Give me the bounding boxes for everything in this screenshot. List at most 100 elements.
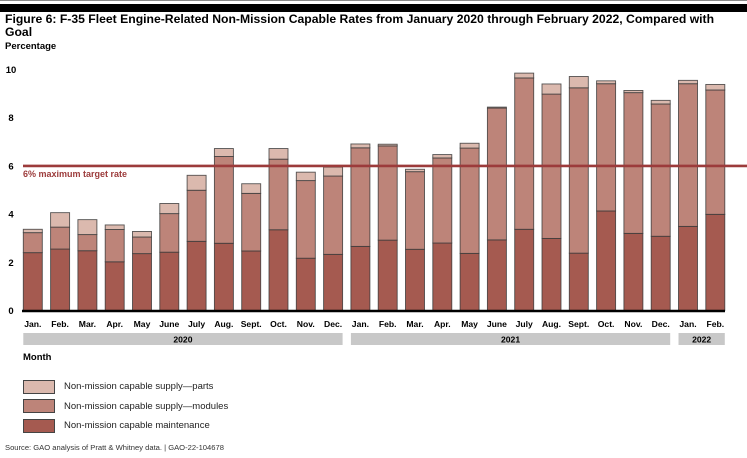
bar-stack (405, 168, 425, 311)
bar-segment-parts (268, 148, 289, 160)
bar-segment-modules (22, 232, 43, 254)
x-tick-label: Sept. (241, 319, 262, 329)
bar-segment-maintenance (104, 261, 125, 311)
y-tick-label: 2 (8, 258, 13, 269)
bar-segment-modules (705, 89, 726, 215)
x-tick-label: Dec. (324, 319, 342, 329)
bar-segment-modules (104, 229, 125, 263)
x-axis-label: Month (23, 352, 52, 363)
bar-segment-maintenance (186, 240, 207, 311)
bar-segment-parts (295, 171, 316, 182)
bar-segment-maintenance (432, 242, 453, 311)
bar-segment-modules (350, 147, 371, 247)
x-tick-label: June (487, 319, 507, 329)
bar-stack (678, 79, 698, 311)
bar-segment-modules (213, 156, 234, 244)
bar-segment-maintenance (77, 250, 98, 311)
x-tick-label: Jan. (679, 319, 696, 329)
x-tick-label: Nov. (624, 319, 642, 329)
bar-segment-parts (623, 90, 644, 94)
bar-segment-parts (186, 174, 207, 191)
year-band (350, 333, 671, 345)
x-tick-label: Dec. (652, 319, 670, 329)
bar-segment-maintenance (650, 235, 671, 311)
bar-segment-maintenance (459, 252, 480, 311)
bar-segment-modules (377, 145, 398, 241)
bar-segment-parts (323, 166, 344, 177)
bar-segment-parts (241, 183, 262, 194)
bar-segment-modules (650, 103, 671, 237)
bar-segment-maintenance (486, 239, 507, 311)
y-tick-label: 10 (6, 65, 17, 76)
bar-segment-parts (22, 228, 43, 234)
bar-segment-parts (705, 83, 726, 91)
bar-segment-modules (132, 236, 152, 255)
bar-segment-modules (623, 92, 644, 234)
legend-label: Non-mission capable supply—parts (64, 381, 214, 393)
y-tick-label: 0 (8, 306, 13, 317)
figure-title: Figure 6: F-35 Fleet Engine-Related Non-… (5, 12, 715, 39)
legend-label: Non-mission capable maintenance (64, 420, 210, 432)
x-tick-label: Oct. (270, 319, 287, 329)
bar-stack (104, 224, 125, 311)
bar-segment-parts (650, 99, 671, 105)
bar-segment-parts (459, 142, 480, 149)
bar-segment-parts (132, 231, 152, 238)
bar-stack (541, 83, 562, 311)
source-note: Source: GAO analysis of Pratt & Whitney … (5, 443, 224, 452)
bar-segment-maintenance (323, 253, 344, 311)
bar-segment-parts (104, 224, 125, 230)
bar-stack (377, 143, 398, 311)
bar-segment-maintenance (50, 248, 71, 311)
x-tick-label: Sept. (568, 319, 589, 329)
bar-stack (596, 80, 617, 311)
x-axis-ticks: Jan. Feb. Mar. Apr. May June July Aug. Sept. Oct.… (24, 319, 724, 329)
bar-segment-maintenance (350, 245, 371, 311)
bar-segment-modules (241, 192, 262, 252)
x-tick-label: Nov. (297, 319, 315, 329)
bar-segment-maintenance (377, 239, 398, 311)
x-tick-label: Feb. (706, 319, 724, 329)
bar-segment-parts (350, 143, 371, 149)
bar-stack (323, 166, 344, 311)
bar-segment-maintenance (22, 252, 43, 311)
bar-segment-maintenance (268, 229, 289, 311)
x-tick-label: Feb. (379, 319, 397, 329)
year-label: 2020 (173, 335, 192, 345)
year-label: 2021 (501, 335, 520, 345)
bar-segment-modules (50, 226, 71, 250)
bar-segment-parts (596, 80, 617, 85)
bars (22, 72, 726, 311)
bar-segment-parts (541, 83, 562, 95)
bar-segment-maintenance (405, 248, 425, 311)
x-tick-label: Apr. (106, 319, 123, 329)
x-tick-label: July (188, 319, 205, 329)
legend-swatch-modules (23, 399, 55, 414)
bar-segment-maintenance (541, 237, 562, 311)
bar-segment-maintenance (241, 250, 262, 311)
legend-label: Non-mission capable supply—modules (64, 400, 229, 412)
bar-segment-parts (377, 143, 398, 147)
bar-segment-maintenance (213, 242, 234, 311)
bar-stack (514, 72, 535, 311)
year-label: 2022 (692, 335, 711, 345)
bar-stack (50, 212, 71, 311)
x-tick-label: Aug. (542, 319, 561, 329)
bar-segment-modules (514, 77, 535, 230)
bar-stack (623, 90, 644, 311)
bar-segment-parts (514, 72, 535, 79)
legend: Non-mission capable supply—parts Non-mis… (23, 377, 228, 436)
x-tick-label: Oct. (598, 319, 615, 329)
x-tick-label: Mar. (79, 319, 96, 329)
x-tick-label: Jan. (352, 319, 369, 329)
bar-segment-modules (486, 107, 507, 241)
bar-segment-modules (77, 234, 98, 252)
legend-item-parts: Non-mission capable supply—parts (23, 377, 228, 397)
bar-segment-parts (678, 79, 698, 85)
bar-segment-parts (405, 168, 425, 173)
year-band (23, 333, 343, 345)
bar-segment-maintenance (514, 228, 535, 311)
bar-segment-modules (432, 157, 453, 244)
bar-stack (295, 171, 316, 311)
bar-segment-maintenance (132, 253, 152, 311)
